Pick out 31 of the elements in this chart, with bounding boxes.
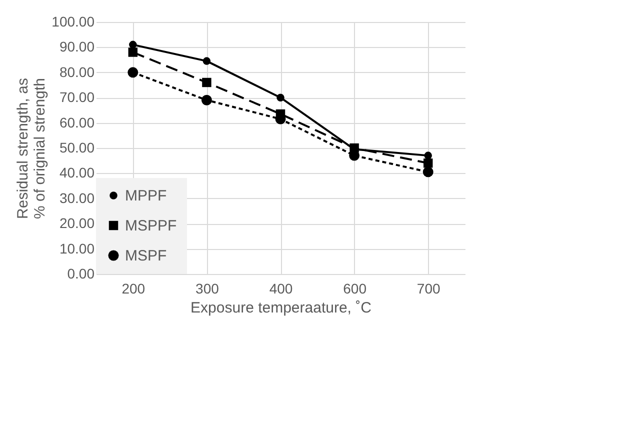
- y-tick-label: 0.00: [67, 266, 95, 282]
- y-axis-title: Residual strength, as % of orignial strength: [14, 78, 49, 219]
- point: [423, 158, 433, 168]
- y-tick-label: 70.00: [59, 89, 95, 106]
- point: [202, 57, 211, 65]
- legend-label: MPPF: [125, 188, 167, 204]
- point: [276, 94, 284, 102]
- x-tick-label: 400: [269, 280, 293, 296]
- legend-label: MSPF: [125, 248, 167, 264]
- y-tick-label: 60.00: [59, 114, 95, 130]
- x-tick-label: 700: [416, 280, 440, 296]
- point: [129, 40, 137, 49]
- x-axis-title: Exposure temperaature, ˚C: [190, 300, 372, 316]
- point: [202, 78, 212, 88]
- y-tick-label: 80.00: [59, 64, 95, 80]
- x-tick-label: 600: [343, 280, 367, 296]
- x-tick-label: 200: [122, 280, 146, 296]
- y-tick-label: 30.00: [59, 190, 95, 206]
- y-tick-label: 50.00: [59, 140, 95, 156]
- point: [201, 94, 212, 106]
- x-tick-label: 300: [196, 280, 220, 296]
- point: [422, 166, 434, 178]
- legend-label: MSPPF: [125, 218, 177, 234]
- point: [128, 67, 138, 78]
- point: [424, 152, 432, 160]
- point: [128, 48, 138, 57]
- y-tick-label: 10.00: [59, 240, 95, 256]
- y-tick-label: 20.00: [59, 215, 95, 232]
- y-tick-label: 100.00: [52, 14, 95, 30]
- y-tick-label: 90.00: [59, 38, 95, 55]
- y-tick-label: 40.00: [59, 164, 95, 181]
